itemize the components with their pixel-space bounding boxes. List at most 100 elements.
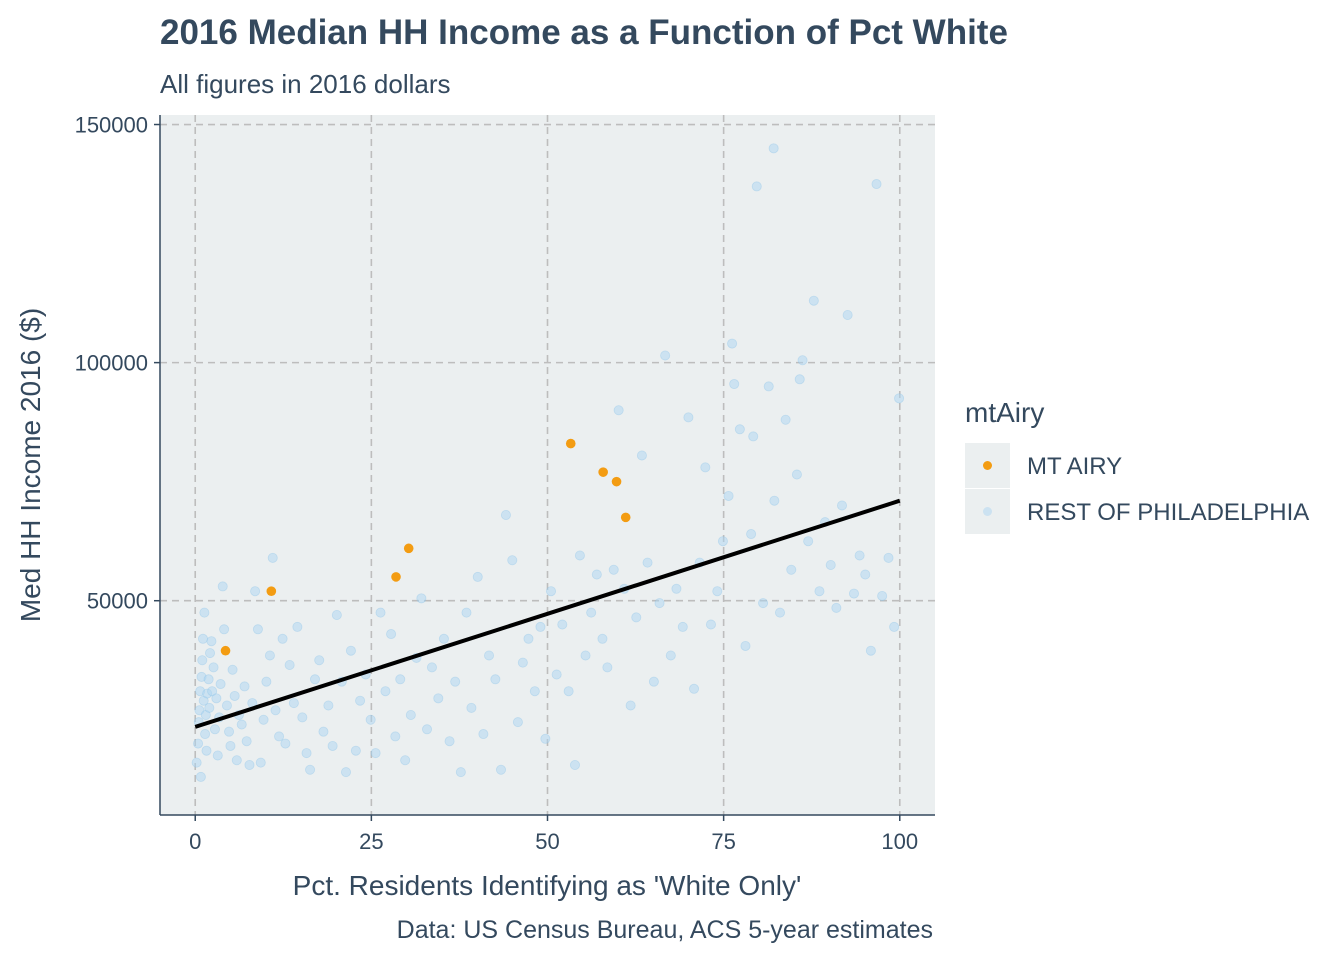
point-rest-of-philadelphia: [239, 681, 250, 692]
point-rest-of-philadelphia: [327, 740, 338, 751]
point-rest-of-philadelphia: [748, 431, 759, 442]
point-rest-of-philadelphia: [529, 686, 540, 697]
x-axis-ticks: 0 25 50 75 100: [189, 815, 918, 854]
point-rest-of-philadelphia: [375, 607, 386, 618]
points-rest-of-philadelphia: [191, 143, 905, 782]
point-rest-of-philadelphia: [277, 633, 288, 644]
point-rest-of-philadelphia: [252, 624, 263, 635]
y-tick-label: 100000: [75, 351, 148, 376]
point-rest-of-philadelphia: [751, 181, 762, 192]
point-rest-of-philadelphia: [288, 698, 299, 709]
point-rest-of-philadelphia: [478, 729, 489, 740]
point-rest-of-philadelphia: [842, 309, 853, 320]
point-rest-of-philadelphia: [444, 736, 455, 747]
legend-label-rest: REST OF PHILADELPHIA: [1027, 499, 1309, 526]
point-rest-of-philadelphia: [717, 536, 728, 547]
point-rest-of-philadelphia: [292, 621, 303, 632]
point-rest-of-philadelphia: [563, 686, 574, 697]
point-rest-of-philadelphia: [689, 683, 700, 694]
point-rest-of-philadelphia: [727, 338, 738, 349]
point-rest-of-philadelphia: [780, 414, 791, 425]
point-rest-of-philadelphia: [837, 500, 848, 511]
point-rest-of-philadelphia: [261, 676, 272, 687]
point-rest-of-philadelphia: [775, 607, 786, 618]
point-rest-of-philadelphia: [797, 355, 808, 366]
point-rest-of-philadelphia: [472, 571, 483, 582]
point-rest-of-philadelphia: [224, 726, 235, 737]
point-rest-of-philadelphia: [794, 374, 805, 385]
point-rest-of-philadelphia: [654, 598, 665, 609]
point-rest-of-philadelphia: [507, 555, 518, 566]
point-mt-airy: [598, 467, 608, 477]
point-rest-of-philadelphia: [734, 424, 745, 435]
x-tick-label: 100: [881, 829, 918, 854]
point-rest-of-philadelphia: [199, 607, 210, 618]
point-rest-of-philadelphia: [225, 740, 236, 751]
legend: mtAiry MT AIRY REST OF PHILADELPHIA: [965, 397, 1309, 534]
point-rest-of-philadelphia: [490, 674, 501, 685]
trend-line-group: [194, 498, 901, 729]
point-rest-of-philadelphia: [386, 629, 397, 640]
point-rest-of-philadelphia: [871, 179, 882, 190]
point-rest-of-philadelphia: [236, 719, 247, 730]
point-rest-of-philadelphia: [769, 495, 780, 506]
point-rest-of-philadelphia: [194, 705, 205, 716]
point-rest-of-philadelphia: [200, 729, 211, 740]
point-rest-of-philadelphia: [350, 745, 361, 756]
point-rest-of-philadelphia: [205, 648, 216, 659]
point-rest-of-philadelphia: [883, 552, 894, 563]
chart-subtitle: All figures in 2016 dollars: [160, 69, 451, 99]
point-rest-of-philadelphia: [305, 764, 316, 775]
point-rest-of-philadelphia: [705, 619, 716, 630]
point-rest-of-philadelphia: [207, 686, 218, 697]
point-rest-of-philadelphia: [380, 686, 391, 697]
point-rest-of-philadelphia: [803, 536, 814, 547]
point-mt-airy: [403, 543, 414, 554]
point-rest-of-philadelphia: [535, 621, 546, 632]
point-rest-of-philadelphia: [786, 564, 797, 575]
point-rest-of-philadelphia: [203, 674, 214, 685]
point-rest-of-philadelphia: [206, 636, 217, 647]
chart-title: 2016 Median HH Income as a Function of P…: [160, 13, 1008, 52]
point-rest-of-philadelphia: [466, 702, 477, 713]
point-rest-of-philadelphia: [191, 757, 202, 768]
x-tick-label: 0: [189, 829, 201, 854]
point-rest-of-philadelphia: [390, 731, 401, 742]
point-rest-of-philadelphia: [255, 757, 266, 768]
point-rest-of-philadelphia: [229, 690, 240, 701]
point-mt-airy: [266, 586, 277, 596]
point-rest-of-philadelphia: [500, 509, 511, 520]
y-axis-title: Med HH Income 2016 ($): [15, 308, 46, 622]
point-rest-of-philadelphia: [221, 700, 232, 711]
point-rest-of-philadelphia: [274, 731, 285, 742]
point-rest-of-philadelphia: [208, 662, 219, 673]
point-rest-of-philadelphia: [318, 726, 329, 737]
point-rest-of-philadelphia: [422, 724, 433, 735]
point-rest-of-philadelphia: [889, 621, 900, 632]
point-rest-of-philadelphia: [854, 550, 865, 561]
legend-key-mt-airy: [983, 461, 992, 470]
point-rest-of-philadelphia: [197, 655, 208, 666]
point-rest-of-philadelphia: [586, 607, 597, 618]
point-rest-of-philadelphia: [512, 717, 523, 728]
point-rest-of-philadelphia: [331, 610, 342, 621]
point-rest-of-philadelphia: [557, 619, 568, 630]
point-rest-of-philadelphia: [395, 674, 406, 685]
point-rest-of-philadelphia: [204, 702, 215, 713]
x-axis-title: Pct. Residents Identifying as 'White Onl…: [293, 870, 802, 901]
point-rest-of-philadelphia: [660, 350, 671, 361]
point-rest-of-philadelphia: [270, 705, 281, 716]
point-rest-of-philadelphia: [495, 764, 506, 775]
point-rest-of-philadelphia: [768, 143, 779, 154]
point-rest-of-philadelphia: [648, 676, 659, 687]
point-rest-of-philadelphia: [433, 693, 444, 704]
x-tick-label: 75: [711, 829, 735, 854]
point-rest-of-philadelphia: [758, 598, 769, 609]
point-rest-of-philadelphia: [438, 633, 449, 644]
point-rest-of-philadelphia: [877, 590, 888, 601]
point-rest-of-philadelphia: [301, 748, 312, 759]
point-rest-of-philadelphia: [574, 550, 585, 561]
point-rest-of-philadelphia: [405, 710, 416, 721]
point-rest-of-philadelphia: [740, 640, 751, 651]
